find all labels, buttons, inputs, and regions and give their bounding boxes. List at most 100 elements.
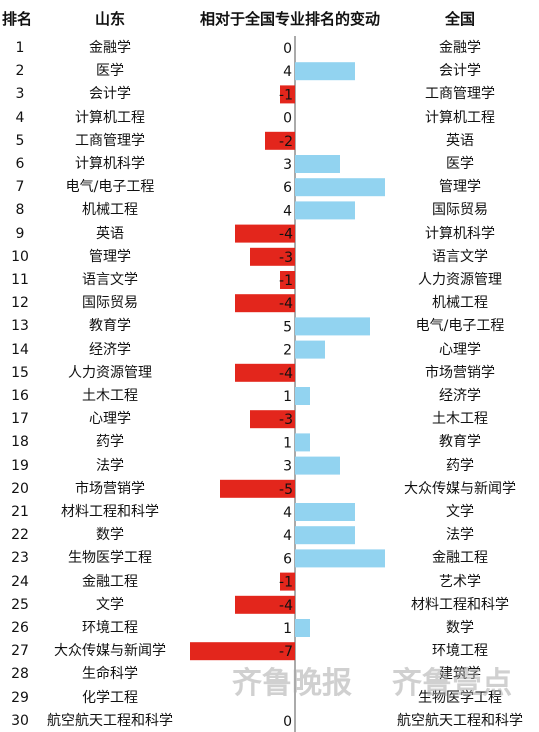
rank-cell: 16	[11, 388, 29, 404]
national-major: 艺术学	[439, 573, 481, 590]
rank-cell: 9	[15, 225, 25, 242]
bar	[280, 85, 295, 104]
shandong-major: 计算机工程	[75, 109, 145, 126]
national-major: 管理学	[439, 179, 481, 196]
rank-cell: 12	[11, 295, 29, 312]
shandong-major: 数学	[96, 527, 124, 544]
rank-cell: 7	[15, 179, 25, 196]
national-major: 医学	[446, 156, 474, 172]
data-label: 6	[283, 551, 292, 567]
data-label: -3	[279, 412, 293, 428]
rank-cell: 26	[11, 620, 29, 636]
shandong-major: 大众传媒与新闻学	[54, 643, 166, 660]
national-major: 计算机科学	[425, 225, 495, 242]
bar	[295, 178, 385, 197]
shandong-major: 管理学	[89, 248, 131, 265]
data-label: 0	[283, 41, 292, 57]
rank-cell: 10	[11, 248, 29, 265]
shandong-major: 会计学	[89, 86, 131, 103]
national-major: 工商管理学	[425, 86, 495, 103]
national-major: 市场营销学	[425, 364, 495, 381]
shandong-major: 人力资源管理	[68, 364, 152, 381]
shandong-major: 计算机科学	[75, 156, 145, 172]
national-major: 机械工程	[432, 295, 488, 312]
rank-cell: 24	[11, 573, 29, 590]
shandong-major: 金融学	[89, 40, 131, 56]
national-major: 会计学	[439, 63, 481, 80]
national-major: 金融工程	[432, 550, 488, 567]
shandong-major: 教育学	[89, 318, 131, 335]
data-label: -7	[279, 644, 293, 660]
bar	[235, 294, 295, 313]
national-major: 英语	[446, 132, 474, 149]
bar	[295, 433, 310, 452]
rank-cell: 15	[11, 364, 29, 381]
rank-header: 排名	[2, 10, 33, 28]
shandong-major: 文学	[96, 596, 124, 613]
rank-cell: 4	[15, 109, 25, 126]
change-header: 相对于全国专业排名的变动	[199, 10, 380, 28]
bar	[250, 410, 295, 429]
bar	[190, 642, 295, 661]
bar	[295, 62, 355, 81]
shandong-header: 山东	[94, 10, 125, 28]
shandong-major: 英语	[96, 225, 124, 242]
rank-cell: 20	[11, 480, 29, 497]
national-major: 语言文学	[432, 248, 488, 265]
national-major: 生物医学工程	[418, 689, 502, 706]
shandong-major: 机械工程	[82, 202, 138, 219]
bar	[295, 387, 310, 405]
data-label: -2	[279, 134, 293, 150]
shandong-major: 电气/电子工程	[65, 179, 155, 196]
shandong-major: 环境工程	[82, 620, 138, 636]
shandong-major: 化学工程	[82, 689, 138, 706]
shandong-major: 国际贸易	[82, 295, 138, 312]
rank-cell: 29	[11, 689, 29, 706]
national-header: 全国	[444, 10, 475, 28]
rank-cell: 23	[11, 550, 29, 567]
national-major: 教育学	[439, 434, 481, 451]
shandong-major: 生物医学工程	[68, 550, 152, 567]
rank-cell: 6	[15, 156, 25, 172]
data-label: -1	[279, 273, 293, 289]
shandong-major: 工商管理学	[75, 132, 145, 149]
bar	[295, 340, 325, 359]
data-label: 6	[283, 180, 292, 196]
rank-cell: 17	[11, 411, 29, 428]
bar	[235, 595, 295, 614]
rank-cell: 27	[11, 643, 29, 660]
national-major: 数学	[446, 620, 474, 636]
shandong-major: 语言文学	[82, 272, 138, 288]
bar	[220, 479, 295, 498]
data-label: 0	[283, 714, 292, 730]
data-label: 3	[283, 459, 292, 475]
bar	[295, 155, 340, 173]
rank-cell: 5	[15, 132, 25, 149]
shandong-major: 生命科学	[82, 666, 138, 683]
shandong-major: 航空航天工程和科学	[47, 712, 173, 729]
national-major: 土木工程	[432, 411, 488, 428]
data-label: 2	[283, 343, 292, 359]
rank-cell: 18	[11, 434, 29, 451]
shandong-major: 金融工程	[82, 573, 138, 590]
data-label: 4	[283, 505, 292, 521]
bar	[280, 271, 295, 289]
data-label: 1	[283, 621, 292, 637]
data-label: -4	[279, 366, 293, 382]
national-major: 金融学	[439, 40, 481, 56]
data-label: 4	[283, 528, 292, 544]
national-major: 材料工程和科学	[411, 596, 509, 613]
data-label: 3	[283, 157, 292, 173]
rank-cell: 19	[11, 457, 29, 474]
national-major: 国际贸易	[432, 202, 488, 219]
national-major: 航空航天工程和科学	[397, 712, 523, 729]
national-major: 法学	[446, 527, 474, 544]
bar	[295, 619, 310, 637]
rank-cell: 11	[11, 272, 29, 288]
bar	[265, 131, 295, 150]
rank-cell: 3	[15, 86, 25, 103]
data-label: -4	[279, 296, 293, 312]
data-label: 1	[283, 389, 292, 405]
rank-cell: 14	[11, 341, 29, 358]
